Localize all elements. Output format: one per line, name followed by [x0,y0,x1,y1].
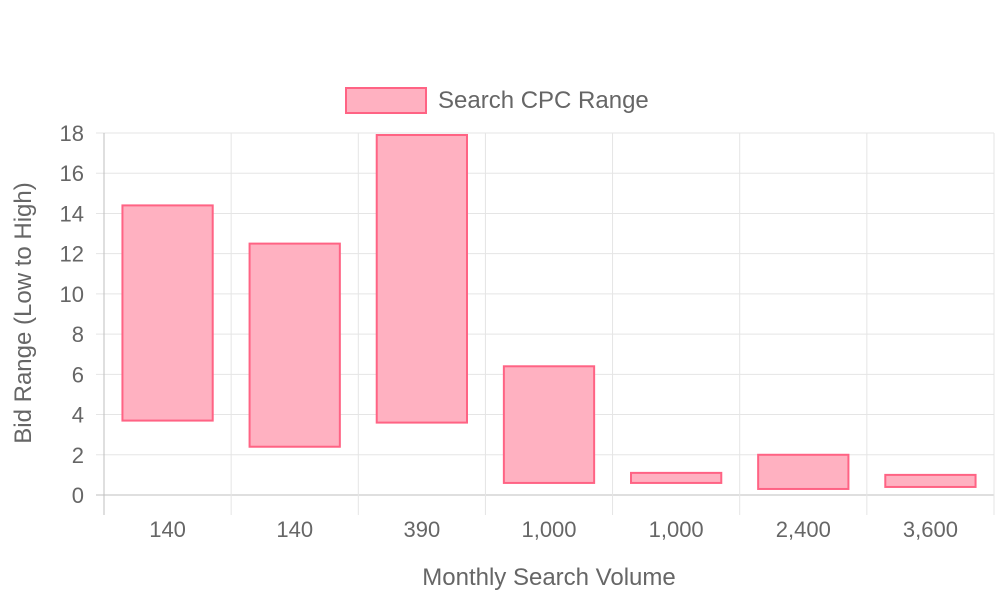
cpc-range-bar[interactable] [248,242,341,448]
y-tick-label: 6 [72,362,84,387]
y-tick-label: 10 [60,282,84,307]
x-tick-label: 2,400 [776,517,831,542]
y-tick-label: 8 [72,322,84,347]
x-tick-label: 1,000 [649,517,704,542]
legend[interactable]: Search CPC Range [345,87,649,114]
x-tick-label: 390 [403,517,440,542]
x-tick-label: 140 [276,517,313,542]
cpc-range-bar[interactable] [757,453,850,490]
y-tick-label: 14 [60,201,84,226]
y-tick-label: 0 [72,483,84,508]
x-tick-label: 140 [149,517,186,542]
bars-layer [121,134,977,490]
y-tick-label: 16 [60,161,84,186]
y-tick-label: 18 [60,121,84,146]
legend-swatch[interactable] [345,87,427,114]
cpc-range-bar[interactable] [375,134,468,424]
y-tick-label: 2 [72,443,84,468]
y-tick-label: 4 [72,403,84,428]
cpc-range-bar[interactable] [884,473,977,488]
cpc-range-bar[interactable] [121,204,214,422]
grid-layer [96,132,995,515]
cpc-range-bar[interactable] [502,365,596,484]
labels-layer: 0 2 4 6 8 10 12 14 16 18 140 140 390 1,000 1,000 2,400 3… [60,121,958,542]
x-tick-label: 3,600 [903,517,958,542]
cpc-range-bar[interactable] [630,471,723,484]
legend-label[interactable]: Search CPC Range [438,87,649,114]
y-axis-title: Bid Range (Low to High) [10,182,37,443]
y-tick-label: 12 [60,242,84,267]
x-axis-title: Monthly Search Volume [422,564,675,591]
x-tick-label: 1,000 [521,517,576,542]
